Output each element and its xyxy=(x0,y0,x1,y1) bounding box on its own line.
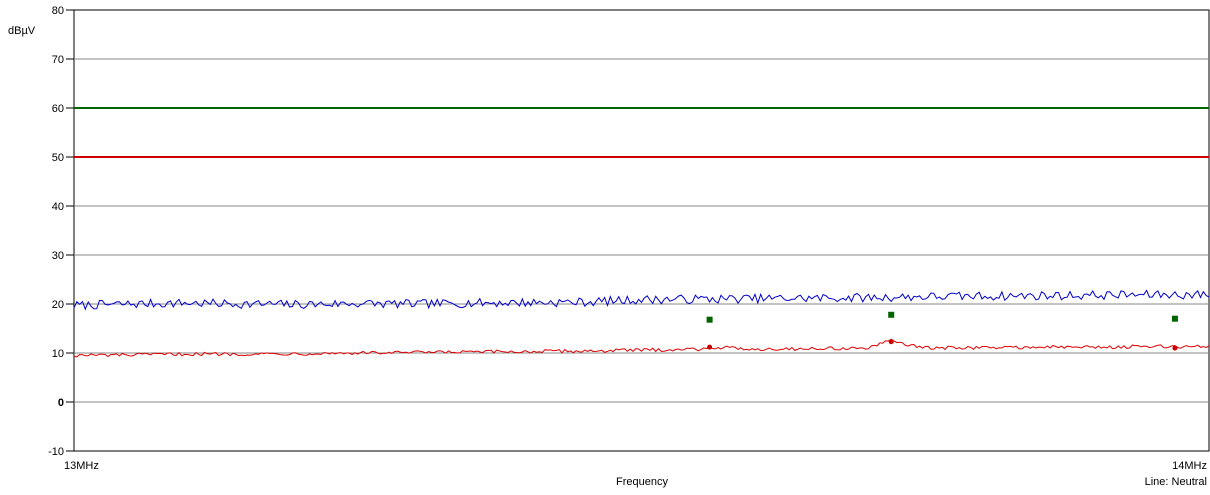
markers xyxy=(706,311,1178,351)
series-lines xyxy=(73,289,1210,358)
marker-green xyxy=(1171,315,1178,322)
marker-red xyxy=(888,339,894,345)
line-label: Line: Neutral xyxy=(1145,476,1207,488)
series-line-red xyxy=(73,338,1210,358)
plot-frame xyxy=(73,9,1210,452)
series-line-blue xyxy=(73,289,1210,311)
y-tick-label: 10 xyxy=(52,348,64,360)
marker-green xyxy=(888,311,895,318)
x-start-label: 13MHz xyxy=(64,460,99,472)
limit-lines xyxy=(74,107,1209,158)
y-tick-label: -10 xyxy=(48,446,64,458)
y-tick-label: 0 xyxy=(58,397,64,409)
y-tick-label: 20 xyxy=(52,299,64,311)
marker-red xyxy=(1172,345,1178,351)
y-tick-label: 80 xyxy=(52,5,64,17)
grid xyxy=(66,9,1209,452)
x-axis-label: Frequency xyxy=(616,476,668,488)
y-axis-label: dBµV xyxy=(8,25,36,37)
marker-green xyxy=(706,316,713,323)
x-end-label: 14MHz xyxy=(1172,460,1207,472)
y-tick-label: 70 xyxy=(52,54,64,66)
y-tick-label: 40 xyxy=(52,201,64,213)
marker-red xyxy=(707,344,713,350)
y-tick-label: 50 xyxy=(52,152,64,164)
y-tick-label: 60 xyxy=(52,103,64,115)
y-tick-label: 30 xyxy=(52,250,64,262)
y-tick-labels: 80 70 60 50 40 30 20 10 0 -10 xyxy=(48,5,64,458)
